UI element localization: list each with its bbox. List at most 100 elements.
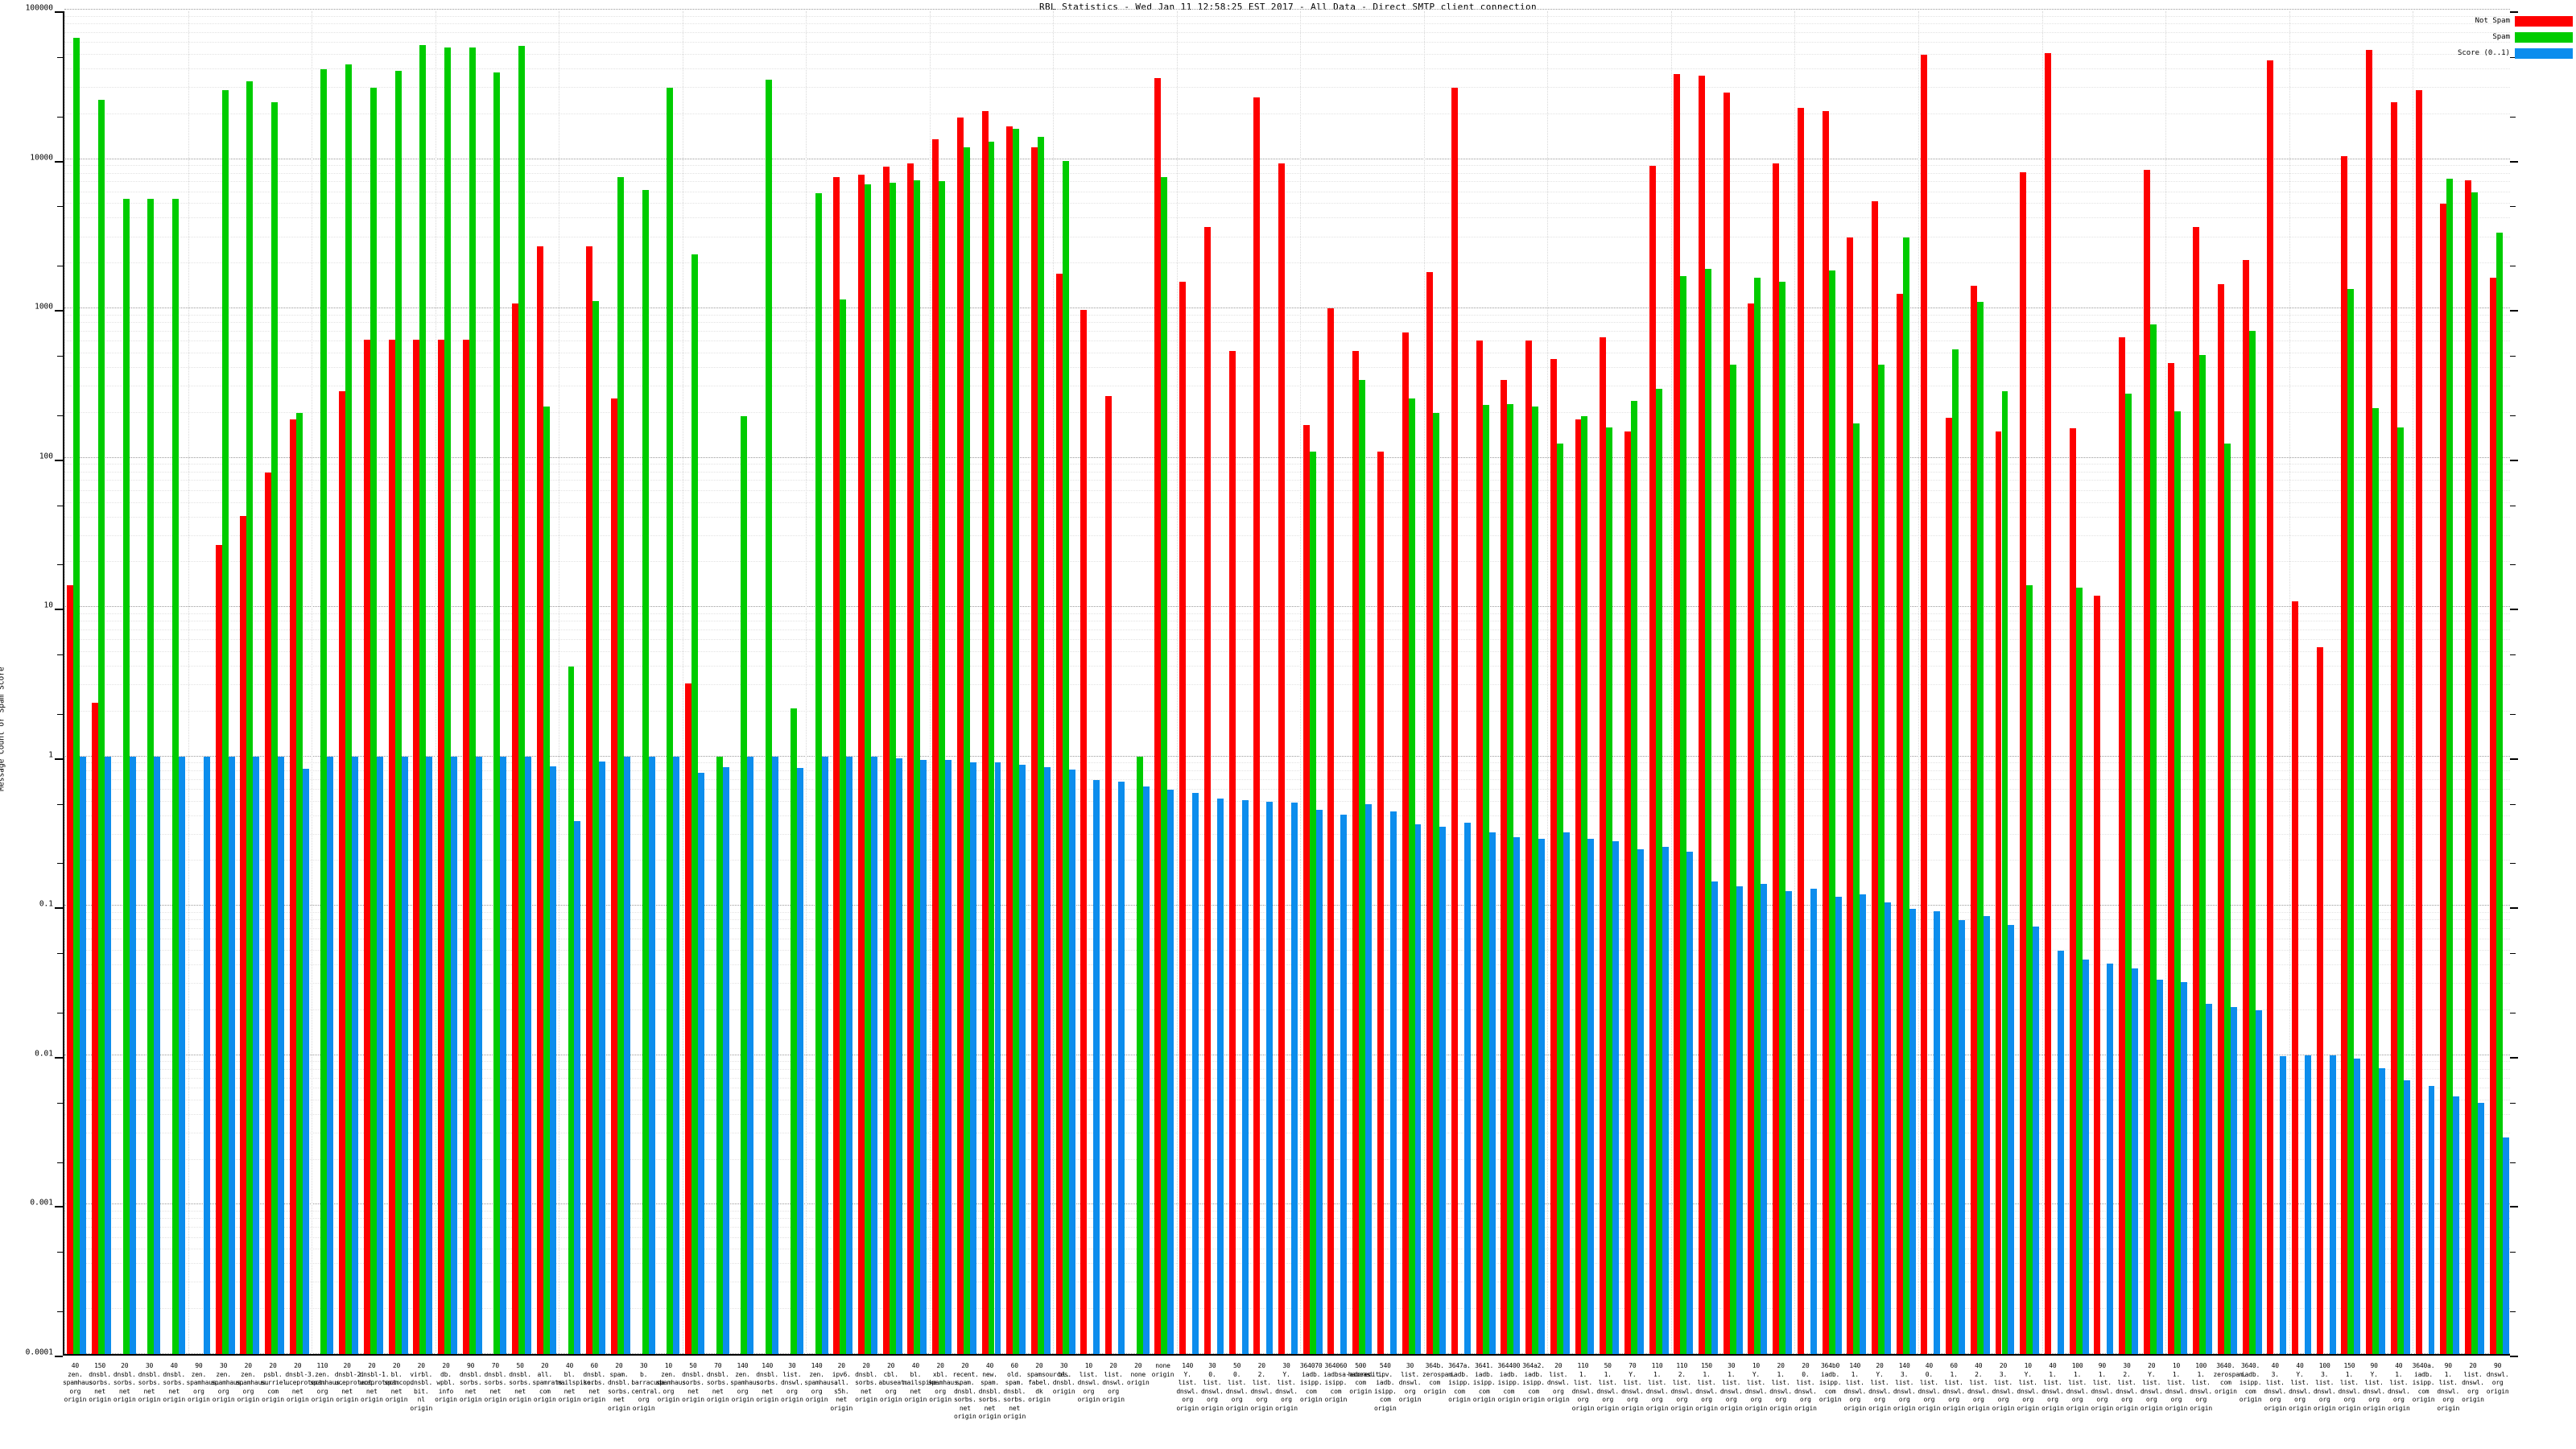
bar-not-spam: [2366, 49, 2373, 1354]
right-axis-tick-mark: [2510, 953, 2516, 955]
x-axis-tick-label: 10 list. dnswl. org origin: [1077, 1362, 1100, 1403]
bar-spam: [790, 708, 797, 1354]
bar-spam: [1952, 349, 1959, 1354]
bar-score: [821, 756, 828, 1354]
bar-score: [722, 766, 729, 1354]
x-axis-tick-label: 90 dnsbl. sorbs. net origin: [459, 1362, 482, 1403]
y-axis-tick-label: 100: [39, 452, 53, 461]
bar-not-spam: [2489, 278, 2496, 1354]
x-axis-tick-label: 50 dnsbl. sorbs. net origin: [682, 1362, 704, 1403]
grid-line: [64, 950, 2510, 952]
x-axis-tick-label: 60 1. list. dnswl. org origin: [1942, 1362, 1965, 1412]
bar-spam: [345, 64, 353, 1354]
bar-spam: [246, 81, 254, 1354]
bar-group: [89, 11, 114, 1354]
bar-score: [475, 756, 482, 1354]
bar-spam: [1161, 176, 1168, 1354]
bar-group: [1597, 11, 1622, 1354]
bar-score: [105, 756, 112, 1354]
bar-not-spam: [1847, 237, 1854, 1354]
y-axis-tick-mark: [55, 1206, 63, 1208]
bar-group: [2388, 11, 2413, 1354]
bar-not-spam: [1402, 332, 1409, 1354]
right-axis-tick-mark: [2510, 1252, 2516, 1253]
grid-line: [64, 1158, 2510, 1160]
bar-score: [203, 756, 210, 1354]
bar-group: [584, 11, 609, 1354]
bar-score: [401, 756, 408, 1354]
right-axis-tick-mark: [2510, 713, 2516, 715]
x-axis-tick-label: 20 dnsbl. sorbs. net origin: [113, 1362, 136, 1403]
bar-group: [1103, 11, 1128, 1354]
bar-score: [1463, 823, 1471, 1354]
bar-score: [1365, 803, 1373, 1354]
bar-score: [673, 756, 680, 1354]
bar-spam: [1037, 137, 1044, 1354]
y-axis-tick-mark: [55, 310, 63, 312]
bar-spam: [691, 254, 698, 1354]
bar-spam: [1309, 452, 1316, 1354]
bar-series-container: [64, 11, 2510, 1354]
bar-spam: [1729, 365, 1736, 1354]
bar-not-spam: [2119, 337, 2126, 1354]
bar-score: [2403, 1080, 2410, 1354]
bar-spam: [568, 667, 575, 1354]
bar-group: [633, 11, 658, 1354]
bar-not-spam: [265, 472, 271, 1354]
x-axis-tick-label: 50 dnsbl. sorbs. net origin: [509, 1362, 531, 1403]
y-axis-tick-label: 10: [43, 601, 53, 610]
bar-score: [2255, 1010, 2262, 1354]
bar-group: [1152, 11, 1177, 1354]
right-axis-tick-mark: [2510, 355, 2516, 357]
bar-spam: [221, 89, 229, 1354]
x-axis-tick-label: 500 habeas. com origin: [1348, 1362, 1375, 1395]
bar-spam: [2125, 393, 2132, 1354]
x-axis-tick-label: 100 1. list. dnswl. org origin: [2190, 1362, 2212, 1412]
grid-line: [64, 800, 2510, 802]
bar-group: [683, 11, 708, 1354]
bar-not-spam: [1278, 163, 1285, 1354]
bar-spam: [741, 415, 748, 1354]
x-axis-tick-label: 40 bl. mailspike. net origin: [903, 1362, 941, 1403]
bar-spam: [1754, 278, 1761, 1354]
bar-group: [1251, 11, 1276, 1354]
bar-not-spam: [240, 515, 247, 1354]
bar-spam: [394, 70, 402, 1354]
bar-group: [782, 11, 807, 1354]
bar-not-spam: [215, 545, 222, 1354]
y-axis-tick-label: 0.1: [39, 899, 53, 909]
bar-score: [525, 756, 532, 1354]
bar-spam: [98, 99, 105, 1354]
bar-score: [994, 762, 1001, 1354]
bar-score: [1167, 789, 1174, 1354]
y-axis-tick-mark: [55, 907, 63, 910]
bar-not-spam: [2193, 227, 2200, 1354]
x-axis-tick-label: 20 Y. list. dnswl. org origin: [1868, 1362, 1891, 1412]
bar-score: [228, 756, 235, 1354]
bar-group: [2264, 11, 2289, 1354]
x-axis-tick-label: 30 Y. list. dnswl. org origin: [1275, 1362, 1298, 1412]
bar-score: [2428, 1086, 2435, 1354]
legend: Not Spam Spam Score (0..1): [2383, 13, 2573, 61]
grid-line: [64, 42, 2510, 43]
grid-line: [64, 964, 2510, 966]
bar-not-spam: [413, 339, 420, 1354]
y-axis-tick-mark: [55, 758, 63, 760]
bar-group: [905, 11, 930, 1354]
bar-group: [1300, 11, 1325, 1354]
bar-not-spam: [2044, 53, 2051, 1354]
y-axis-tick-label: 1000: [35, 302, 53, 312]
bar-group: [1523, 11, 1548, 1354]
right-axis-tick-mark: [2510, 609, 2518, 611]
legend-item-score: Score (0..1): [2383, 45, 2573, 61]
bar-score: [1241, 800, 1249, 1354]
bar-not-spam: [2143, 169, 2150, 1354]
x-axis-tick-label: 40 new. spam. dnsbl. sorbs. net origin: [978, 1362, 1001, 1420]
legend-swatch-spam: [2515, 31, 2573, 43]
bar-score: [1835, 897, 1842, 1354]
right-axis-tick-mark: [2510, 116, 2516, 118]
x-axis-tick-label: 140 3. list. dnswl. org origin: [1893, 1362, 1916, 1412]
x-axis-tick-label: 20 psbl. surriel. com origin: [260, 1362, 291, 1403]
y-axis-tick-mark: [55, 609, 63, 611]
y-axis-tick-mark: [57, 116, 63, 118]
